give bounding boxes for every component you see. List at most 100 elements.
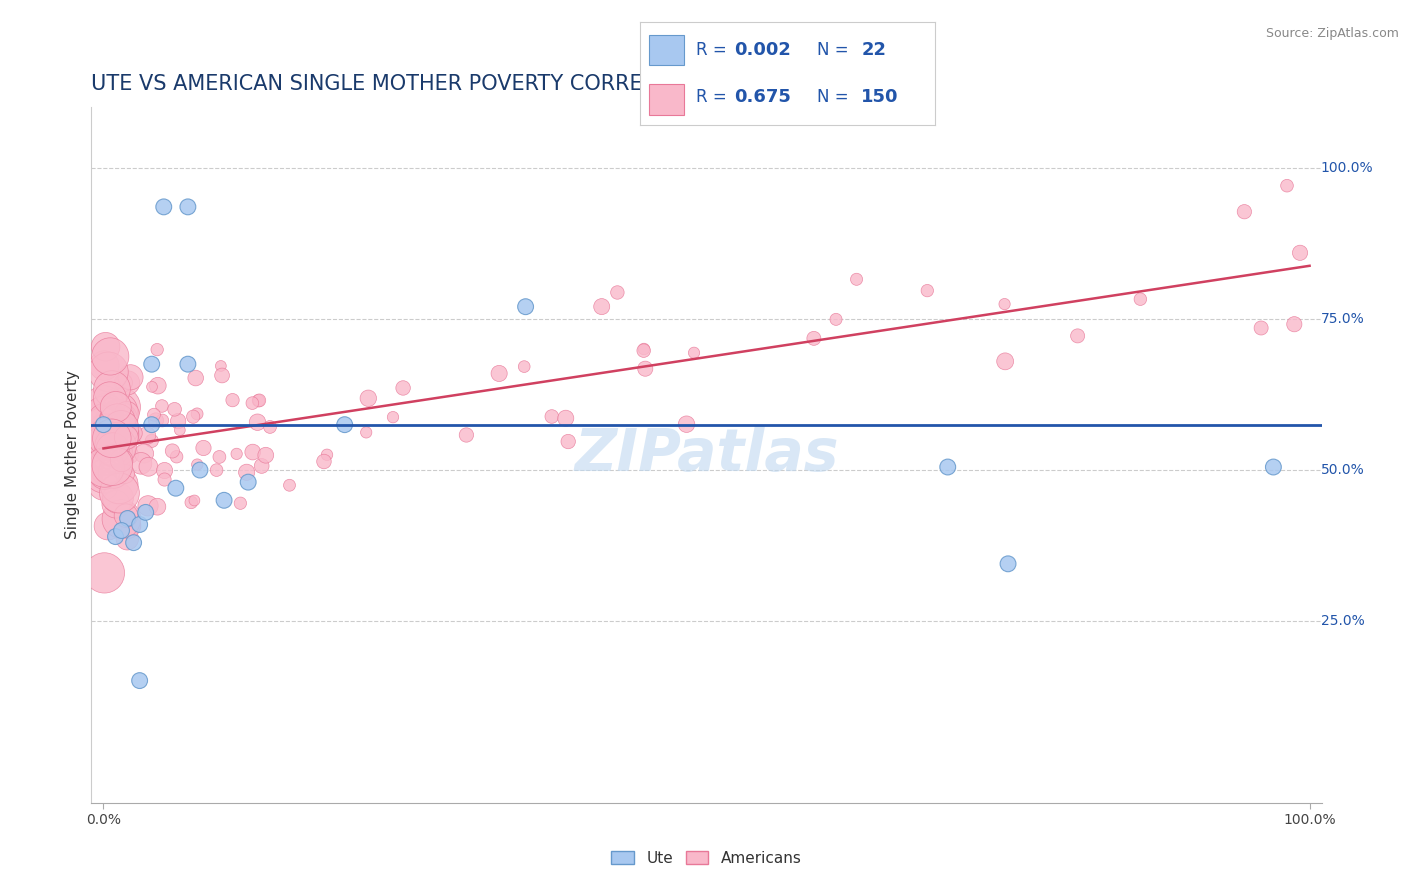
Text: 0.002: 0.002 (734, 41, 792, 59)
Point (128, 673, 150, 688)
Point (141, 357, 163, 371)
Point (96, 435, 118, 450)
Point (180, 495, 202, 509)
Point (235, 465, 257, 479)
Text: Source: ZipAtlas.com: Source: ZipAtlas.com (1265, 27, 1399, 40)
Point (146, 378, 169, 392)
Point (382, 410, 405, 425)
Point (633, 343, 655, 358)
Point (591, 300, 613, 314)
Point (997, 557, 1019, 571)
Point (1275, 178, 1298, 193)
Point (117, 376, 139, 390)
Point (259, 420, 281, 434)
Point (94, 340, 117, 354)
Point (278, 478, 301, 492)
Point (121, 519, 143, 533)
Point (132, 446, 155, 460)
Point (141, 434, 163, 448)
Point (117, 511, 139, 525)
Point (634, 361, 657, 376)
Point (115, 407, 138, 421)
Point (93, 467, 115, 481)
Point (153, 473, 176, 487)
Point (93, 434, 115, 448)
Legend: Ute, Americans: Ute, Americans (606, 845, 807, 871)
Point (184, 371, 207, 385)
Point (104, 467, 127, 481)
Point (825, 312, 848, 326)
Point (153, 464, 176, 478)
Point (93, 429, 115, 443)
Point (683, 345, 706, 359)
Bar (648, 84, 685, 114)
Point (98, 451, 121, 466)
Text: R =: R = (696, 41, 733, 59)
Point (633, 342, 655, 356)
Text: 100.0%: 100.0% (1320, 161, 1374, 175)
Point (145, 413, 167, 427)
Point (98, 350, 121, 364)
Point (129, 456, 152, 470)
Point (333, 417, 356, 432)
Point (135, 428, 157, 442)
Text: 25.0%: 25.0% (1320, 615, 1364, 628)
Point (122, 535, 145, 549)
Text: N =: N = (817, 88, 853, 106)
Point (247, 393, 270, 408)
Point (107, 413, 129, 427)
Point (1263, 460, 1285, 475)
Point (117, 519, 139, 533)
Point (93, 467, 115, 481)
Point (803, 331, 825, 345)
Text: R =: R = (696, 88, 733, 106)
Point (513, 359, 536, 374)
Bar (648, 35, 685, 65)
Point (98, 392, 121, 406)
Point (554, 411, 576, 425)
Point (98, 411, 121, 425)
Point (166, 450, 188, 464)
Point (96, 426, 118, 441)
Point (104, 530, 127, 544)
Point (993, 297, 1015, 311)
Point (212, 493, 235, 508)
Point (225, 447, 247, 461)
Point (138, 459, 160, 474)
Point (136, 499, 159, 513)
Point (143, 408, 166, 422)
Point (98, 459, 121, 474)
Point (93, 478, 115, 492)
Point (1250, 321, 1272, 335)
Point (103, 466, 125, 480)
Point (254, 448, 277, 462)
Point (100, 446, 122, 460)
Point (104, 497, 127, 511)
Point (146, 500, 169, 514)
Point (247, 393, 270, 408)
Point (183, 493, 205, 508)
Point (98, 414, 121, 428)
Point (114, 467, 136, 481)
Point (114, 413, 136, 427)
Text: 0.675: 0.675 (734, 88, 792, 106)
Point (540, 409, 562, 424)
Text: 22: 22 (860, 41, 886, 59)
Point (118, 448, 141, 462)
Point (110, 421, 132, 435)
Point (488, 367, 510, 381)
Y-axis label: Single Mother Poverty: Single Mother Poverty (65, 370, 80, 540)
Point (93, 417, 115, 432)
Point (122, 426, 145, 441)
Point (93, 417, 115, 432)
Point (101, 442, 124, 457)
Point (163, 402, 186, 417)
Point (242, 445, 264, 459)
Point (845, 272, 868, 286)
Point (117, 532, 139, 546)
Point (1129, 292, 1152, 306)
Point (97, 365, 120, 379)
Point (221, 393, 243, 408)
Point (93, 359, 115, 373)
Point (100, 441, 122, 455)
